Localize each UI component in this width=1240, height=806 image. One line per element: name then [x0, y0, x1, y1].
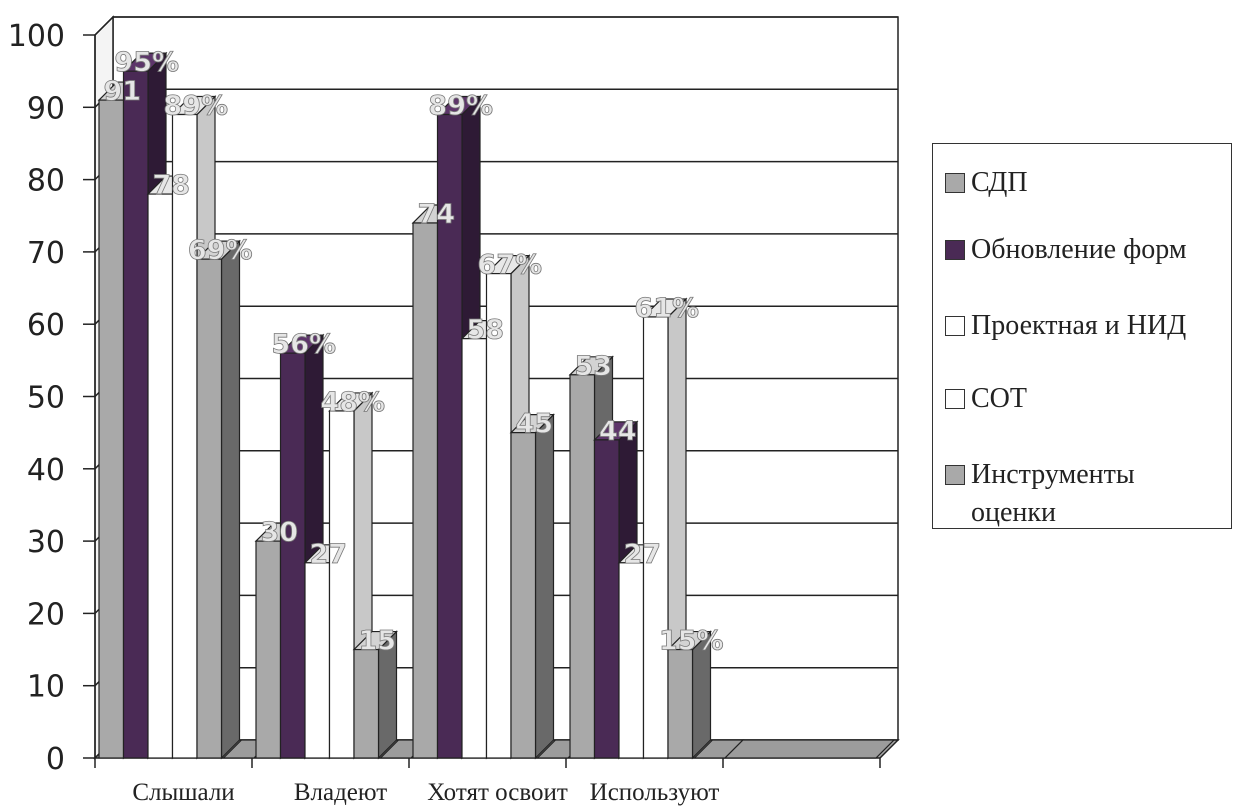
data-label: 53	[574, 351, 612, 382]
bar	[412, 222, 439, 759]
y-tick-label: 100	[8, 19, 65, 54]
data-label: 15%	[659, 626, 724, 657]
y-tick-label: 10	[27, 670, 65, 705]
data-label: 91	[103, 76, 141, 107]
data-label: 61%	[634, 293, 699, 324]
bar	[461, 338, 488, 759]
legend-label: Обновление форм	[971, 234, 1187, 265]
y-tick-label: 0	[46, 742, 65, 777]
floor-block	[723, 739, 896, 759]
legend-item-forms: Обновление форм	[945, 231, 1221, 269]
bar	[196, 258, 223, 759]
legend: СДП Обновление форм Проектная и НИД СОТ …	[932, 143, 1232, 529]
data-label: 27	[623, 539, 661, 570]
x-tick-label: Используют	[590, 779, 720, 806]
y-tick-label: 50	[27, 381, 65, 416]
bar	[304, 562, 331, 759]
data-label: 74	[417, 199, 455, 230]
legend-label: СОТ	[971, 383, 1027, 414]
bar	[353, 648, 380, 759]
legend-item-tools: Инструменты оценки	[945, 456, 1221, 532]
y-tick-label: 60	[27, 308, 65, 343]
data-label: 58	[466, 315, 504, 346]
x-tick-label: Слышали	[132, 779, 234, 806]
y-tick-label: 30	[27, 525, 65, 560]
gridline	[94, 16, 898, 36]
legend-item-sot: СОТ	[945, 380, 1221, 418]
bar	[171, 113, 198, 759]
legend-item-project: Проектная и НИД	[945, 307, 1221, 345]
x-tick-label: Владеют	[294, 779, 387, 806]
y-tick-label: 70	[27, 236, 65, 271]
legend-item-sdp: СДП	[945, 164, 1221, 202]
data-label: 27	[309, 539, 347, 570]
data-label: 89%	[163, 91, 228, 122]
bar	[485, 272, 512, 759]
legend-swatch-sdp	[945, 173, 965, 193]
bar	[667, 648, 694, 759]
data-label: 95%	[114, 47, 179, 78]
data-label: 69%	[188, 235, 253, 266]
data-label: 44	[599, 416, 637, 447]
data-label: 30	[260, 517, 298, 548]
legend-swatch-sot	[945, 389, 965, 409]
data-label: 78	[152, 170, 190, 201]
bar	[255, 540, 282, 759]
y-tick-label: 90	[27, 91, 65, 126]
y-tick-label: 40	[27, 453, 65, 488]
bar-side	[220, 239, 241, 760]
legend-label: Проектная и НИД	[971, 310, 1187, 341]
bars	[97, 51, 896, 760]
data-label: 67%	[477, 250, 542, 281]
data-label: 15	[358, 626, 396, 657]
legend-swatch-tools	[945, 465, 965, 485]
y-tick-label: 20	[27, 597, 65, 632]
x-tick-label: Хотят освоит	[427, 779, 568, 806]
bar	[618, 562, 645, 759]
data-label: 56%	[271, 329, 336, 360]
bar	[147, 193, 174, 759]
axes: 0 10 20 30 40 50 60 70 80 90 100 Слышали Владеют Хотя…	[8, 19, 881, 806]
bar	[593, 439, 620, 759]
bar	[569, 374, 596, 759]
y-tick-label: 80	[27, 164, 65, 199]
bar	[328, 410, 355, 759]
bar	[642, 316, 669, 759]
data-label: 45	[515, 409, 553, 440]
bar	[122, 70, 149, 759]
bar	[98, 99, 125, 759]
bar	[279, 352, 306, 759]
legend-swatch-project	[945, 316, 965, 336]
legend-label: СДП	[971, 167, 1028, 198]
bar	[510, 432, 537, 759]
bar-side	[534, 413, 555, 760]
data-label: 48%	[320, 387, 385, 418]
legend-swatch-forms	[945, 240, 965, 260]
legend-label: Инструменты оценки	[971, 459, 1135, 528]
data-label: 89%	[428, 91, 493, 122]
